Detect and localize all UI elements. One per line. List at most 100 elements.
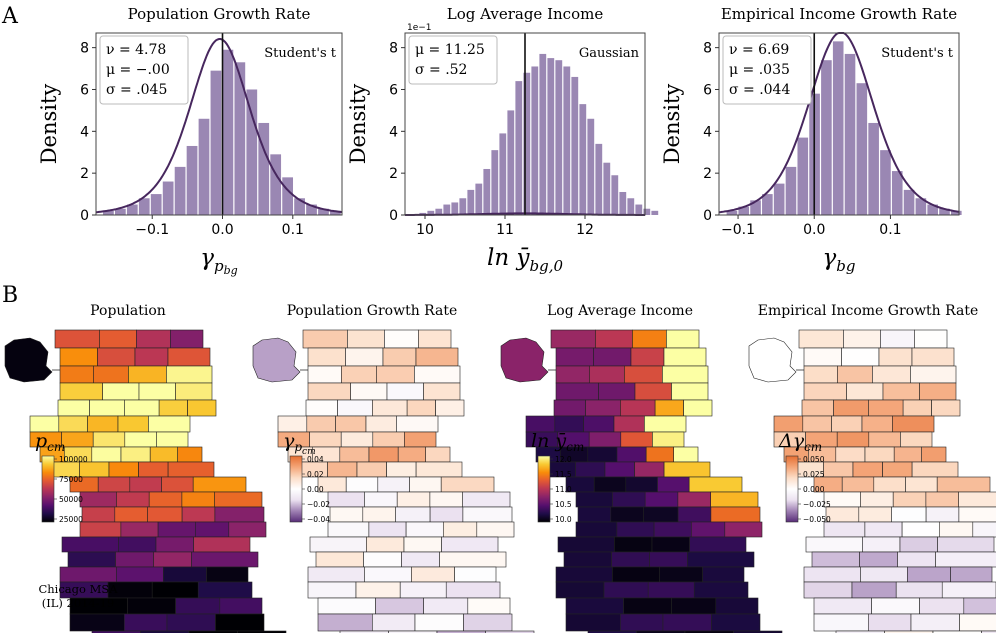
map-region [399,581,447,599]
histogram-bar [619,191,627,215]
colorbar [41,455,55,523]
map-region [116,566,164,583]
map-region [87,415,119,433]
histogram-bar [483,168,491,215]
map-region [577,506,612,523]
map-region [337,399,373,417]
map-caption: (IL) 2014-19 [42,596,115,610]
map-region [932,630,982,633]
histogram-bar [491,150,499,215]
map-region [149,446,178,463]
map-region [157,521,196,538]
map-region [555,566,613,583]
map-region [553,399,586,417]
map-region [938,521,974,538]
map-region [683,399,713,417]
map-region [175,382,213,401]
map-region [197,581,253,599]
map-region [365,415,397,433]
chart-title: Population Growth Rate [128,5,311,23]
map-region [61,536,119,553]
map-region [612,566,660,583]
map-region [801,399,834,417]
map-region [688,476,743,493]
map-region [630,347,665,367]
map-region [156,431,189,448]
map-region [384,329,419,349]
y-tick-label: 2 [80,166,89,182]
map-region [645,446,675,463]
histogram-bar [547,58,555,215]
histogram-bar [515,81,523,215]
histogram-bar [563,66,571,215]
x-axis-label: γpbg [200,245,237,277]
map-region [892,415,935,433]
map-region [193,536,251,553]
map-region [237,630,287,633]
map-region [841,476,875,493]
map-region [355,581,401,599]
legend-box [722,35,812,105]
map-region [902,399,932,417]
map-region [429,491,463,508]
map-region [138,461,169,478]
axes-frame [718,32,960,216]
map-region [900,431,933,448]
map-region [375,597,424,615]
map-region [625,476,658,493]
histogram-bar [611,175,619,215]
map-region [350,382,388,401]
map-region [835,446,866,463]
map-region [317,613,373,632]
map-region [557,536,615,553]
colorbar-tick-label: 0.000 [803,485,825,494]
map-region [634,461,665,478]
map-region [347,329,385,349]
distribution-annotation: Student's t [881,46,953,61]
map-region [583,415,615,433]
map-region [418,329,452,349]
map-region [892,491,927,508]
map-region [485,630,535,633]
map-region [345,476,379,493]
fit-curve [95,38,343,214]
map-region [214,491,263,508]
map-region [93,365,129,384]
map-region [981,630,996,633]
map-region [307,581,357,599]
map-region [911,347,955,367]
x-tick-label: 0.1 [879,222,901,238]
map-region [108,461,139,478]
map-region [636,630,686,633]
histogram-bar [643,208,651,215]
map-region [362,506,396,523]
map-region [59,365,94,384]
map-region [148,415,191,433]
map-region [305,399,338,417]
map-region [129,476,162,493]
map-region [662,613,712,632]
map-region [860,566,908,583]
y-axis-label: Density [346,84,370,165]
map-region [651,536,690,553]
legend-entry: ν = 4.78 [106,42,166,58]
map-region [59,382,103,401]
map-region [831,415,863,433]
chart-title: Log Average Income [447,5,604,23]
map-region [124,613,168,632]
map-region [136,329,171,349]
map-region [436,630,486,633]
map-region [120,446,151,463]
colorbar-tick-label: 0.050 [803,455,825,464]
histogram-bar [174,166,186,215]
map-region [195,521,230,538]
map-region [616,521,655,538]
map-region [836,431,870,448]
map-region [624,365,663,384]
map-region [462,506,513,523]
map-region [893,446,923,463]
histogram-bar [844,53,856,215]
map-region [666,329,700,349]
histogram-bar [856,83,868,215]
map-region [406,399,436,417]
